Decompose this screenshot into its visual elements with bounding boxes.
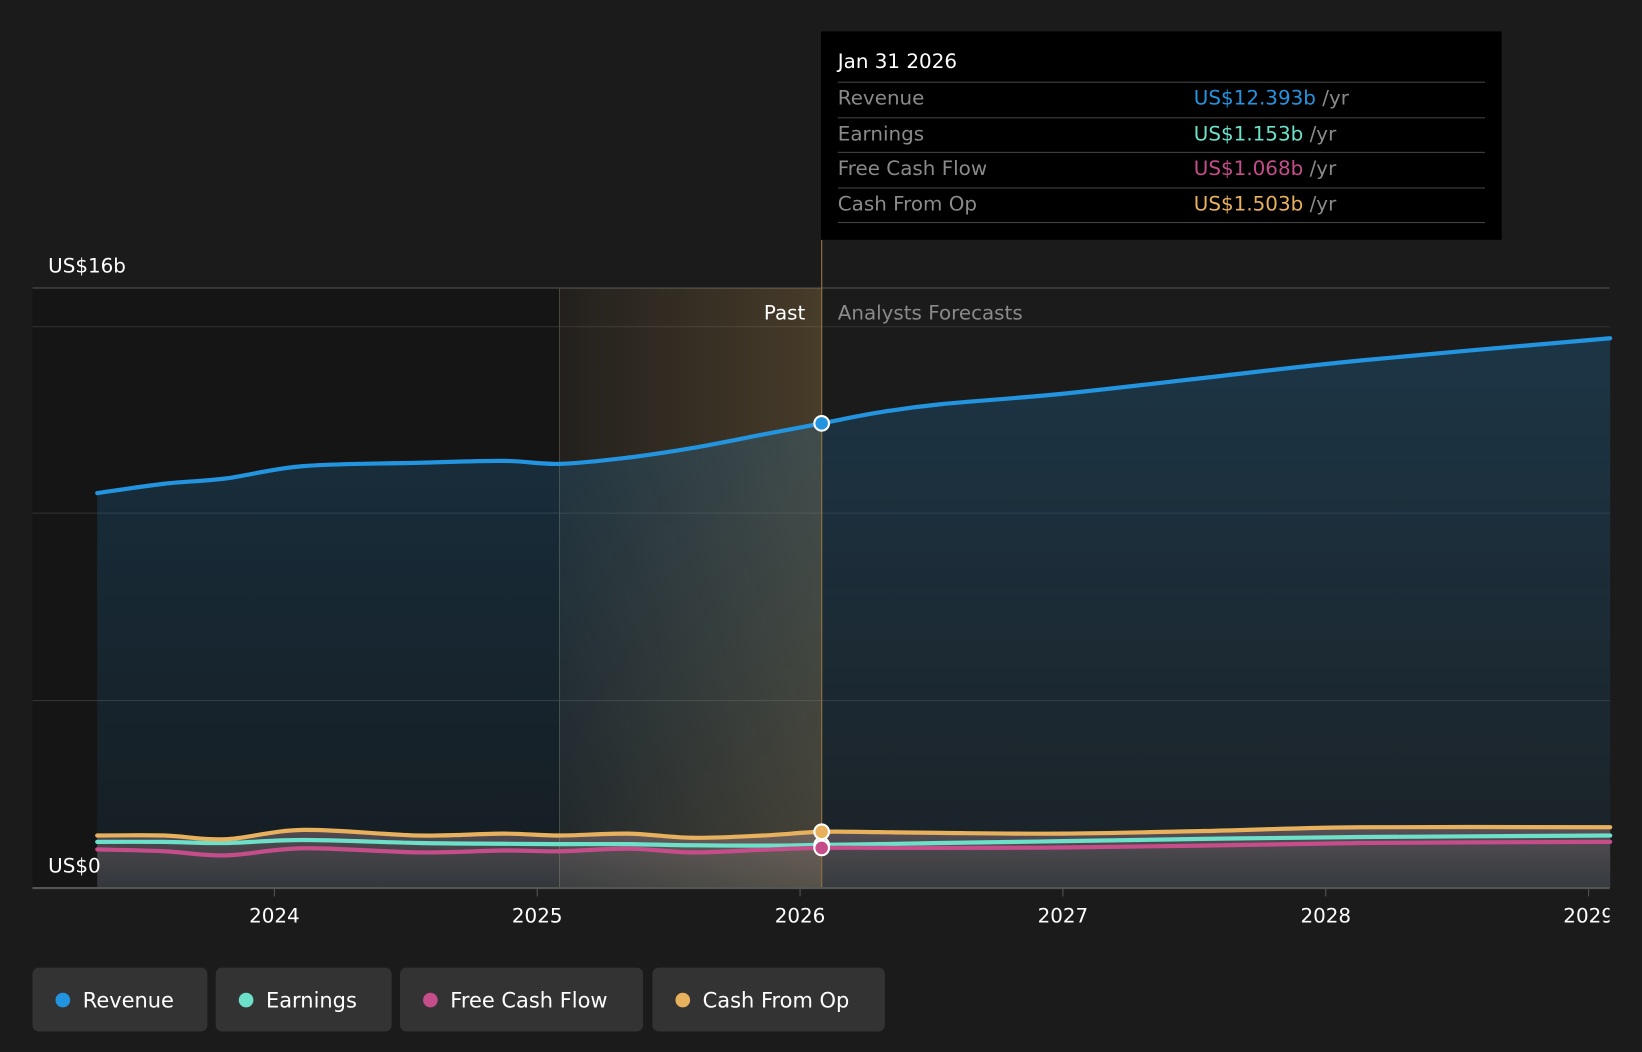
value-text: US$1.068b — [1193, 157, 1304, 181]
x-axis: 2024 2025 2026 2027 2028 2029 — [32, 886, 1642, 943]
tooltip-value: US$1.153b /yr — [1194, 122, 1336, 145]
tooltip-label: Earnings — [837, 121, 925, 146]
tooltip-label: Free Cash Flow — [837, 157, 988, 181]
legend-label: Revenue — [82, 986, 174, 1013]
axis-clip — [1609, 890, 1642, 943]
unit-text: /yr — [1309, 157, 1337, 181]
x-tick-label: 2028 — [1300, 905, 1351, 928]
x-tick-label: 2027 — [1038, 905, 1089, 928]
value-text: US$1.503b — [1193, 192, 1304, 216]
tooltip-value: US$1.068b /yr — [1194, 157, 1336, 180]
legend-item-cash-from-op[interactable]: Cash From Op — [652, 967, 885, 1032]
cash-from-op-hover-marker[interactable] — [813, 823, 831, 841]
value-text: US$1.153b — [1193, 121, 1304, 146]
tooltip-value: US$1.503b /yr — [1194, 192, 1336, 215]
tooltip-row-revenue: Revenue US$12.393b /yr — [837, 81, 1485, 118]
cash-from-op-line — [95, 824, 1613, 842]
x-tick-label: 2025 — [512, 905, 563, 928]
legend-item-free-cash-flow[interactable]: Free Cash Flow — [400, 967, 643, 1032]
x-tick-label: 2026 — [775, 905, 826, 928]
tooltip-row-cash-from-op: Cash From Op US$1.503b /yr — [837, 186, 1485, 223]
tooltip-label: Revenue — [837, 86, 925, 110]
legend-dot-icon — [55, 992, 71, 1007]
unit-text: /yr — [1309, 192, 1337, 216]
revenue-area — [97, 338, 1611, 889]
divider — [837, 222, 1485, 224]
free-cash-flow-hover-marker[interactable] — [813, 839, 831, 857]
forecast-label: Analysts Forecasts — [838, 301, 1023, 324]
tooltip-date: Jan 31 2026 — [837, 50, 958, 74]
legend-dot-icon — [423, 992, 438, 1007]
legend-item-revenue[interactable]: Revenue — [32, 967, 208, 1032]
legend-label: Cash From Op — [702, 986, 850, 1013]
free-cash-flow-line — [95, 839, 1613, 858]
y-label-zero: US$0 — [48, 854, 100, 877]
tooltip: Jan 31 2026 Revenue US$12.393b /yr Earning… — [821, 31, 1502, 240]
legend-dot-icon — [675, 992, 691, 1007]
revenue-line — [95, 336, 1613, 496]
tooltip-value: US$12.393b /yr — [1194, 87, 1349, 110]
value-text: US$12.393b — [1193, 86, 1316, 110]
tooltip-row-earnings: Earnings US$1.153b /yr — [837, 116, 1485, 153]
y-label-top: US$16b — [48, 254, 126, 277]
earnings-line — [95, 833, 1613, 848]
legend-label: Earnings — [265, 986, 357, 1013]
x-tick-label: 2024 — [249, 905, 300, 928]
legend-label: Free Cash Flow — [450, 986, 608, 1013]
x-tick-label: 2029 — [1563, 905, 1614, 928]
unit-text: /yr — [1309, 121, 1337, 146]
past-label: Past — [764, 301, 806, 324]
tooltip-row-free-cash-flow: Free Cash Flow US$1.068b /yr — [837, 151, 1485, 188]
legend-item-earnings[interactable]: Earnings — [215, 967, 392, 1032]
tooltip-label: Cash From Op — [837, 192, 978, 216]
legend-dot-icon — [238, 992, 254, 1007]
unit-text: /yr — [1322, 86, 1349, 110]
revenue-hover-marker[interactable] — [813, 414, 831, 432]
